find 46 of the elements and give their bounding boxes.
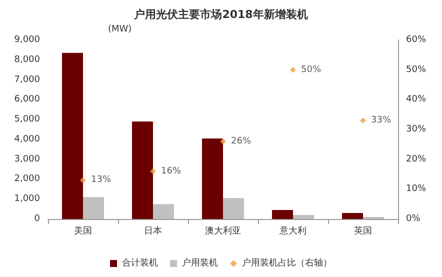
x-tick-label: 英国 [354,226,372,236]
data-label: 33% [371,116,392,126]
y2-tick-label: 50% [406,64,426,75]
y-tick-label: 0 [34,214,40,224]
y2-tick-label: 40% [406,94,426,105]
y-tick-label: 5,000 [14,114,40,125]
bar [132,122,153,219]
bar [293,215,314,219]
y2-tick-label: 10% [406,184,426,194]
y-tick-label: 8,000 [14,54,40,65]
x-tick-label: 美国 [74,226,92,236]
point [80,177,86,184]
x-tick-label: 意大利 [278,226,306,236]
data-label: 26% [231,136,252,146]
y-tick-label: 6,000 [14,94,40,105]
y2-tick-label: 20% [406,154,426,164]
bar [342,213,363,219]
bar [272,210,293,219]
y-axis-title: (MW) [108,24,132,34]
legend-label: 户用装机占比（右轴） [242,258,332,268]
point [220,138,226,144]
y-tick-label: 2,000 [14,174,40,184]
point [290,66,296,73]
data-label: 50% [301,64,322,75]
point [150,168,156,174]
point [360,118,366,124]
y-tick-label: 1,000 [14,194,40,204]
chart-title: 户用光伏主要市场2018年新增装机 [133,8,308,21]
y2-tick-label: 60% [406,35,426,45]
y-tick-label: 7,000 [14,74,40,85]
data-label: 13% [91,175,112,186]
bar [223,198,244,219]
legend-label: 合计装机 [122,258,158,268]
x-tick-label: 日本 [144,226,162,236]
y-tick-label: 9,000 [14,35,40,45]
legend-label: 户用装机 [182,258,218,268]
y-tick-label: 3,000 [14,154,40,164]
bar [62,52,83,219]
bar [153,204,174,219]
y2-tick-label: 30% [406,124,426,134]
y2-tick-label: 0% [406,214,421,224]
x-tick-label: 澳大利亚 [205,226,241,236]
bar [202,138,223,219]
data-label: 16% [161,166,182,176]
y-tick-label: 4,000 [14,134,40,144]
bar [83,197,104,219]
